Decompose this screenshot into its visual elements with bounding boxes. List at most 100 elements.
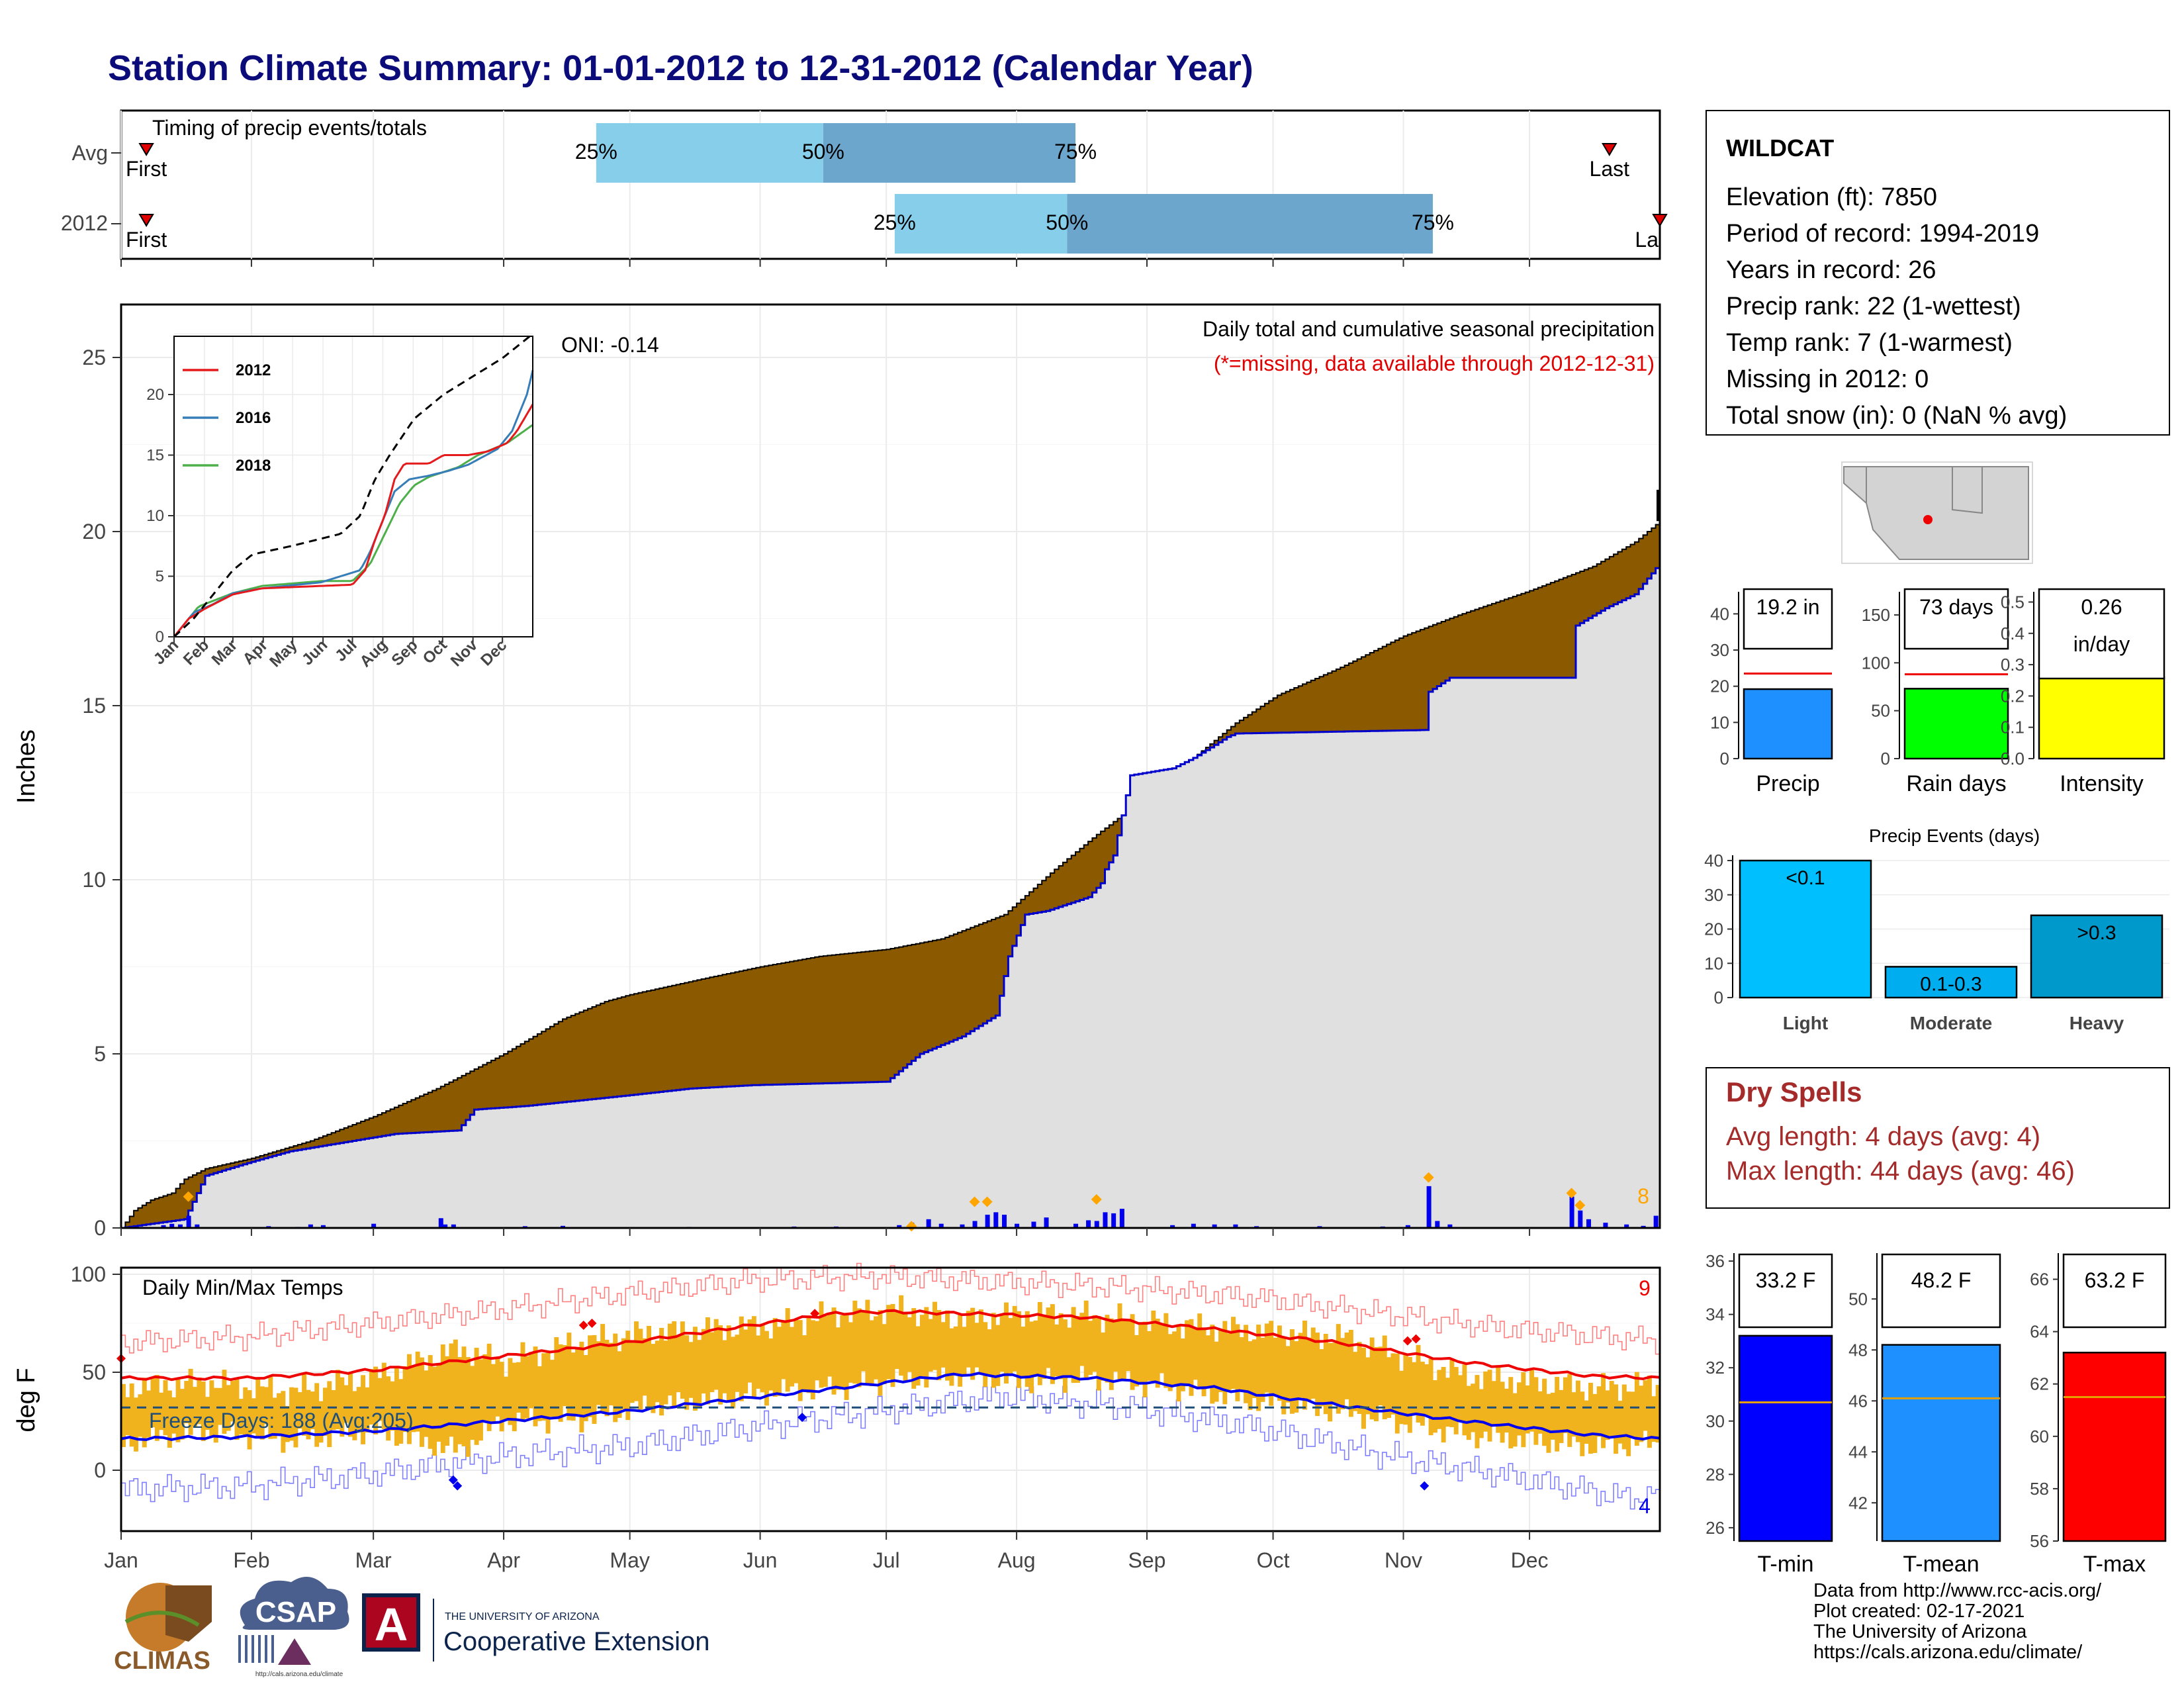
precip-annotation-title: Daily total and cumulative seasonal prec… bbox=[1203, 317, 1655, 341]
daily-temp-bar bbox=[1407, 1356, 1412, 1433]
daily-temp-bar bbox=[663, 1340, 668, 1405]
climas-logo-swoosh bbox=[124, 1611, 200, 1627]
daily-temp-bar bbox=[933, 1301, 937, 1370]
daily-temp-bar bbox=[1008, 1318, 1013, 1374]
daily-temp-bar bbox=[1121, 1319, 1126, 1381]
y-tick-label: 10 bbox=[82, 868, 106, 892]
record-high-marker bbox=[1411, 1334, 1421, 1344]
daily-temp-bar bbox=[1260, 1337, 1265, 1402]
daily-temp-bar bbox=[390, 1381, 395, 1431]
daily-temp-bar bbox=[449, 1343, 454, 1437]
credit-line: Data from http://www.rcc-acis.org/ bbox=[1813, 1580, 2102, 1601]
mini-bar-tick-label: 10 bbox=[1710, 712, 1729, 732]
daily-temp-bar bbox=[924, 1307, 929, 1388]
daily-temp-bar bbox=[205, 1397, 210, 1430]
daily-temp-bar bbox=[1147, 1331, 1152, 1382]
daily-temp-bar bbox=[802, 1335, 807, 1391]
timing-first-label: First bbox=[126, 157, 167, 181]
mini-bar-value-label: 19.2 in bbox=[1756, 595, 1819, 619]
daily-temp-bar bbox=[331, 1390, 336, 1430]
mini-bar-tick-label: 0.2 bbox=[2001, 686, 2025, 706]
mini-bar-label-box bbox=[2038, 588, 2165, 680]
daily-temp-bar bbox=[1584, 1400, 1589, 1444]
temp-bar-value-label: 63.2 F bbox=[2085, 1268, 2145, 1292]
precip-event-bar bbox=[1884, 966, 2018, 999]
daily-temp-bar bbox=[251, 1398, 256, 1434]
y-tick-label: 100 bbox=[71, 1262, 106, 1286]
daily-temp-bar bbox=[983, 1322, 988, 1387]
daily-temp-bar bbox=[600, 1324, 606, 1412]
record-precip-marker bbox=[1574, 1199, 1586, 1211]
record-low-count: 4 bbox=[1639, 1494, 1651, 1518]
csap-mountain-icon bbox=[278, 1638, 311, 1665]
daily-temp-bar bbox=[1361, 1347, 1366, 1429]
precip-event-category: Heavy bbox=[2070, 1013, 2124, 1033]
inset-series-2016 bbox=[173, 370, 534, 637]
daily-temp-bar bbox=[1062, 1319, 1068, 1393]
daily-temp-bar bbox=[1251, 1339, 1257, 1399]
daily-temp-bar bbox=[302, 1374, 307, 1436]
dry-spells-max: Max length: 44 days (avg: 46) bbox=[1726, 1156, 2075, 1186]
temp-y-axis-label: deg F bbox=[13, 1368, 40, 1432]
month-axis-label: Oct bbox=[1257, 1548, 1290, 1572]
daily-temp-bar bbox=[121, 1383, 126, 1448]
daily-temp-bar bbox=[722, 1340, 727, 1393]
daily-temp-bar bbox=[499, 1362, 504, 1432]
daily-temp-bar bbox=[899, 1295, 904, 1376]
daily-temp-bar bbox=[554, 1337, 559, 1419]
precip-event-bar bbox=[2030, 914, 2163, 999]
daily-temp-bar bbox=[869, 1320, 874, 1386]
daily-temp-bar bbox=[874, 1316, 879, 1380]
temp-bar-value bbox=[1738, 1335, 1833, 1542]
ua-logo-small-text: THE UNIVERSITY OF ARIZONA bbox=[445, 1611, 600, 1622]
daily-temp-bar bbox=[915, 1326, 921, 1386]
record-high-line bbox=[121, 1262, 1661, 1355]
daily-temp-bar bbox=[1017, 1311, 1022, 1388]
daily-temp-bar bbox=[1655, 1385, 1661, 1443]
daily-temp-bar bbox=[134, 1397, 139, 1452]
daily-temp-bar bbox=[159, 1392, 164, 1430]
daily-temp-bar bbox=[1214, 1341, 1219, 1402]
daily-temp-bar bbox=[819, 1301, 824, 1388]
daily-temp-bar bbox=[356, 1387, 361, 1430]
mini-bar-label-box bbox=[1903, 588, 2009, 650]
record-high-marker bbox=[810, 1309, 820, 1319]
daily-temp-bar bbox=[1647, 1375, 1652, 1448]
daily-temp-bar bbox=[129, 1383, 134, 1447]
daily-precip-bar bbox=[1624, 1224, 1629, 1228]
daily-precip-bar bbox=[972, 1221, 978, 1228]
station-info-line: Years in record: 26 bbox=[1726, 256, 1936, 284]
daily-precip-bar bbox=[1212, 1224, 1217, 1228]
y-tick-label: 15 bbox=[82, 694, 106, 718]
timing-bar-25-50 bbox=[894, 194, 1068, 254]
daily-temp-bar bbox=[377, 1378, 383, 1421]
daily-temp-bar bbox=[1508, 1377, 1514, 1449]
daily-temp-bar bbox=[428, 1355, 433, 1449]
daily-temp-bar bbox=[1621, 1384, 1627, 1450]
daily-temp-bar bbox=[835, 1327, 841, 1390]
daily-temp-bar bbox=[790, 1327, 794, 1387]
station-name: WILDCAT bbox=[1726, 134, 1834, 162]
first-event-marker bbox=[138, 143, 154, 156]
daily-temp-bar bbox=[651, 1344, 656, 1413]
daily-temp-bar bbox=[928, 1319, 933, 1372]
temp-bar-label-box bbox=[2062, 1253, 2167, 1329]
daily-temp-bar bbox=[1369, 1337, 1375, 1420]
daily-temp-bar bbox=[369, 1369, 374, 1425]
daily-precip-bar bbox=[169, 1223, 175, 1228]
daily-temp-bar bbox=[1344, 1333, 1349, 1399]
precip-event-category: Light bbox=[1783, 1013, 1828, 1033]
month-axis-label: Sep bbox=[1128, 1548, 1166, 1572]
daily-temp-bar bbox=[617, 1351, 622, 1418]
timing-last-label: Last bbox=[1590, 157, 1630, 181]
daily-precip-bar bbox=[960, 1224, 965, 1228]
daily-temp-bar bbox=[810, 1320, 815, 1400]
daily-temp-bar bbox=[348, 1372, 353, 1437]
daily-temp-bar bbox=[608, 1342, 614, 1406]
daily-temp-bar bbox=[1306, 1337, 1312, 1401]
temp-bar-tick-label: 28 bbox=[1706, 1464, 1725, 1484]
mini-bar-value bbox=[2038, 676, 2165, 760]
daily-temp-bar bbox=[848, 1322, 853, 1383]
daily-precip-bar bbox=[1170, 1225, 1175, 1228]
